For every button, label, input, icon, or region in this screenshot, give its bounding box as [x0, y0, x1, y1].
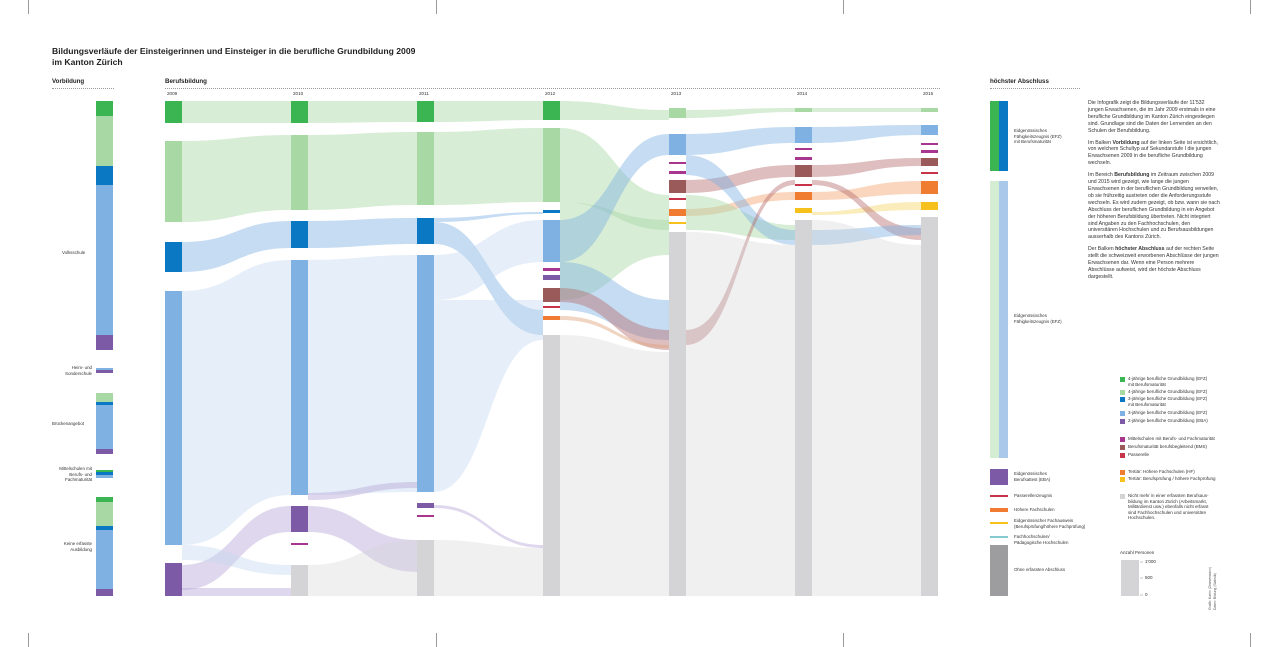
title-line-2: im Kanton Zürich [52, 57, 123, 67]
divider [165, 88, 940, 89]
vorbildung-bars [96, 101, 113, 596]
nodes-2012 [543, 101, 560, 596]
abschluss-bar [990, 101, 1008, 596]
description-p4: Der Balken höchster Abschluss auf der re… [1088, 246, 1219, 280]
section-berufsbildung: Berufsbildung [165, 78, 207, 85]
divider [52, 88, 114, 89]
year-label: 2015 [923, 91, 934, 96]
label-fachausweis: Eidgenössischer Fachausweis (Berufsprüfun… [1014, 518, 1086, 529]
nodes-2014 [795, 108, 812, 596]
section-vorbildung: Vorbildung [52, 78, 85, 85]
year-label: 2010 [293, 91, 304, 96]
flow-efz4 [182, 135, 291, 222]
flow-efz3bm [182, 221, 291, 272]
crop-mark [1250, 0, 1251, 14]
label-efz-bm: Eidgenössisches Fähigkeitszeugnis (EFZ) mi… [1014, 128, 1062, 145]
dropout-flows [308, 220, 921, 596]
label-volksschule: Volksschule [62, 250, 86, 255]
crop-mark [28, 0, 29, 14]
scale-500: 500 [1145, 575, 1153, 580]
section-abschluss: höchster Abschluss [990, 78, 1049, 85]
legend: 4-jährige berufliche Grundbildung (EFZ) m… [1120, 376, 1260, 536]
nodes-2013 [669, 108, 686, 596]
crop-mark [1250, 633, 1251, 647]
description-p3: Im Bereich Berufsbildung im Zeitraum zwi… [1088, 172, 1220, 241]
scale-title: Anzahl Personen [1120, 550, 1155, 555]
crop-mark [843, 0, 844, 14]
nodes-2010 [291, 101, 308, 596]
year-label: 2012 [545, 91, 556, 96]
scale-1000: 1'000 [1145, 559, 1156, 564]
nodes-2015 [921, 108, 938, 596]
crop-mark [436, 633, 437, 647]
label-fh: Fachhochschulen/Pädagogische Hochschulen [1014, 534, 1069, 545]
description-p1: Die Infografik zeigt die Bildungsverläuf… [1088, 100, 1216, 134]
label-keine: Keine erfasste Ausbildung [63, 541, 92, 552]
crop-mark [28, 633, 29, 647]
credit: Grafik: Katrin (Zimmermann) Daten: Bildun… [1208, 567, 1217, 610]
description: Die Infografik zeigt die Bildungsverläuf… [1088, 100, 1220, 286]
nodes-2009 [165, 101, 182, 596]
title-line-1: Bildungsverläufe der Einsteigerinnen und… [52, 46, 416, 56]
year-label: 2014 [797, 91, 808, 96]
scale-0: 0 [1145, 592, 1148, 597]
flow-efz3 [182, 260, 291, 545]
label-bruecke: Brückenangebot [52, 421, 84, 426]
label-hf: Höhere Fachschulen [1014, 507, 1055, 512]
divider [990, 88, 1080, 89]
label-efz: Eidgenössisches Fähigkeitszeugnis (EFZ) [1014, 313, 1062, 324]
label-eba: Eidgenössisches Berufsattest (EBA) [1014, 471, 1051, 482]
crop-mark [436, 0, 437, 14]
flow-drop [182, 545, 291, 575]
label-mittelschulen: Mittelschulen mit Berufs- und Fachmaturitä… [59, 466, 92, 483]
label-heim: Heim- und Sonderschule [65, 365, 92, 376]
crop-mark [843, 633, 844, 647]
year-label: 2011 [419, 91, 429, 96]
year-label: 2009 [167, 91, 178, 96]
label-passerelle: Passerellenzeugnis [1014, 493, 1053, 498]
flow-eba-low [182, 588, 291, 596]
label-ohne: Ohne erfassten Abschluss [1014, 567, 1066, 572]
flow-efz4bm [182, 101, 291, 123]
scale-bar [1121, 560, 1139, 596]
description-p2: Im Balken Vorbildung auf der linken Seit… [1088, 139, 1218, 167]
flows [182, 101, 921, 596]
nodes-2011 [417, 101, 434, 596]
page-title: Bildungsverläufe der Einsteigerinnen und… [52, 46, 472, 68]
year-label: 2013 [671, 91, 682, 96]
flow-eba [182, 506, 291, 590]
